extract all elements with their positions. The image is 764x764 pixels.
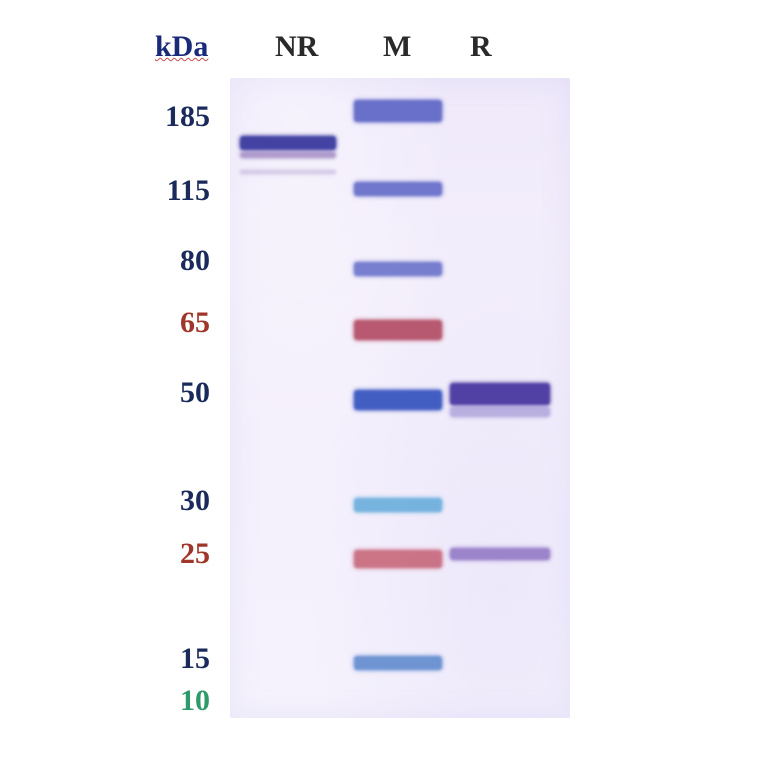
mw-label-115: 115: [130, 174, 210, 208]
lane-label-r: R: [470, 30, 492, 64]
band-m-5: [354, 498, 442, 512]
mw-label-10: 10: [130, 684, 210, 718]
band-m-2: [354, 262, 442, 276]
band-m-0: [354, 100, 442, 122]
band-r-2: [450, 548, 550, 560]
band-m-6: [354, 550, 442, 568]
mw-label-25: 25: [130, 537, 210, 571]
band-m-1: [354, 182, 442, 196]
band-r-0: [450, 383, 550, 405]
mw-label-80: 80: [130, 244, 210, 278]
gel-figure: { "figure": { "width_px": 764, "height_p…: [0, 0, 764, 764]
gel-image: [230, 78, 570, 718]
lane-label-nr: NR: [275, 30, 318, 64]
band-m-3: [354, 320, 442, 340]
lane-label-m: M: [383, 30, 411, 64]
mw-label-65: 65: [130, 306, 210, 340]
band-m-4: [354, 390, 442, 410]
band-nr-1: [240, 152, 336, 158]
mw-label-50: 50: [130, 376, 210, 410]
mw-label-185: 185: [130, 100, 210, 134]
mw-label-15: 15: [130, 642, 210, 676]
kda-unit-label: kDa: [155, 30, 208, 64]
mw-label-30: 30: [130, 484, 210, 518]
band-nr-2: [240, 170, 336, 174]
band-m-7: [354, 656, 442, 670]
band-r-1: [450, 407, 550, 417]
band-nr-0: [240, 136, 336, 150]
